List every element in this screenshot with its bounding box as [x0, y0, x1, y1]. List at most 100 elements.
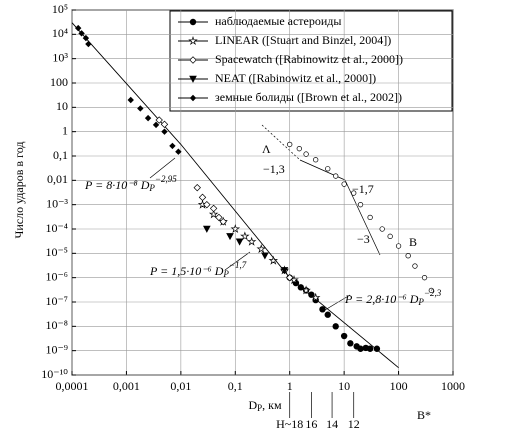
- marker-star: [188, 35, 198, 46]
- h-tick-label: 14: [326, 417, 338, 431]
- marker-open-circle: [387, 233, 393, 239]
- marker-open-diamond: [198, 193, 207, 202]
- legend-label: NEAT ([Rabinowitz et al., 2000]): [215, 71, 376, 85]
- marker-triangle: [261, 252, 269, 260]
- marker-circle: [357, 345, 364, 352]
- y-tick-label: 10⁻⁸: [45, 318, 68, 332]
- marker-open-diamond: [189, 56, 197, 64]
- marker-open-circle: [287, 141, 293, 148]
- formula: P = 1,5·10⁻⁶ DP−1,7: [149, 260, 247, 279]
- marker-circle: [189, 18, 197, 26]
- marker-open-circle: [351, 190, 357, 196]
- annotation: B*: [417, 408, 431, 422]
- leader-line: [224, 251, 251, 271]
- formula-main: P = 1,5·10⁻⁶ D: [149, 264, 224, 278]
- marker-diamond: [161, 128, 168, 135]
- formula-sub: P: [417, 297, 424, 307]
- marker-open-circle: [395, 243, 402, 249]
- legend-label: земные болиды ([Brown et al., 2002]): [215, 90, 402, 104]
- marker-open-diamond: [155, 116, 163, 124]
- annotation: −1,3: [263, 162, 285, 176]
- marker-triangle: [235, 238, 244, 246]
- marker-circle: [347, 340, 354, 347]
- y-tick-label: 10⁴: [52, 26, 68, 40]
- slope-line: [261, 124, 301, 161]
- marker-open-circle: [313, 157, 319, 163]
- y-tick-label: 10⁻⁷: [45, 294, 68, 308]
- legend-label: Spacewatch ([Rabinowitz et al., 2000]): [215, 52, 403, 66]
- marker-circle: [373, 345, 381, 352]
- y-tick-label: 10⁵: [52, 2, 68, 16]
- y-tick-label: 10⁻³: [46, 196, 68, 210]
- marker-open-circle: [333, 173, 339, 179]
- formula-main: P = 2,8·10⁻⁶ D: [344, 292, 419, 306]
- h-tick-label: 12: [348, 417, 360, 431]
- marker-open-diamond: [203, 200, 211, 209]
- y-tick-label: 10⁻⁹: [45, 342, 68, 356]
- y-axis-label: Число ударов в год: [12, 142, 26, 239]
- marker-triangle: [202, 225, 211, 233]
- marker-diamond: [189, 94, 197, 102]
- x-tick-label: 10: [338, 379, 350, 393]
- formula: P = 8·10⁻⁸ DP−2,95: [84, 174, 177, 193]
- marker-open-circle: [325, 166, 331, 172]
- x-label-main: D: [248, 398, 257, 412]
- marker-diamond: [82, 34, 90, 42]
- marker-diamond: [152, 121, 160, 129]
- legend-label: LINEAR ([Stuart and Binzel, 2004]): [215, 33, 391, 47]
- h-tick-label: H~18: [276, 417, 303, 431]
- fit-line: [71, 22, 399, 369]
- marker-triangle: [226, 233, 234, 241]
- y-tick-label: 0,01: [47, 172, 68, 186]
- marker-diamond: [144, 114, 152, 122]
- marker-open-circle: [296, 146, 302, 152]
- marker-star: [268, 255, 279, 265]
- h-tick-label: 16: [305, 417, 317, 431]
- marker-diamond: [75, 24, 82, 32]
- marker-diamond: [78, 30, 85, 37]
- marker-triangle: [189, 75, 197, 83]
- marker-open-circle: [379, 226, 385, 232]
- x-label-rest: , км: [262, 398, 282, 412]
- marker-diamond: [169, 142, 176, 150]
- marker-star: [208, 209, 219, 219]
- marker-star: [240, 231, 250, 241]
- x-tick-label: 1000: [441, 379, 465, 393]
- x-label-sub: P: [257, 403, 262, 413]
- marker-star: [230, 223, 241, 234]
- slope-line: [299, 159, 346, 181]
- y-tick-label: 1: [62, 123, 68, 137]
- y-tick-label: 10⁻⁶: [45, 269, 68, 283]
- x-tick-label: 0,1: [228, 379, 243, 393]
- marker-diamond: [137, 105, 144, 112]
- formula: P = 2,8·10⁻⁶ DP−2,3: [344, 288, 442, 307]
- formula-sup: −2,3: [424, 288, 442, 298]
- y-tick-label: 10⁻⁵: [45, 245, 68, 259]
- slope-line: [344, 179, 381, 256]
- marker-diamond: [127, 96, 134, 104]
- marker-open-diamond: [193, 183, 201, 192]
- legend-label: наблюдаемые астероиды: [215, 14, 341, 28]
- marker-open-circle: [412, 263, 418, 269]
- formula-sup: −1,7: [229, 260, 247, 270]
- x-tick-label: 0,01: [170, 379, 191, 393]
- leader-line: [149, 157, 176, 179]
- marker-star: [301, 285, 311, 295]
- marker-diamond: [175, 148, 182, 155]
- x-axis-label: DP, км: [248, 398, 282, 413]
- annotation: −3: [357, 232, 370, 246]
- marker-circle: [324, 311, 331, 318]
- marker-open-circle: [341, 181, 347, 187]
- x-tick-label: 100: [390, 379, 408, 393]
- annotation: B: [409, 235, 417, 249]
- y-tick-label: 10⁻⁴: [45, 221, 68, 235]
- marker-open-diamond: [286, 273, 294, 282]
- annotation: −1,7: [352, 182, 374, 196]
- marker-diamond: [85, 40, 92, 48]
- marker-circle: [340, 332, 348, 340]
- marker-star: [310, 292, 321, 302]
- y-tick-label: 10⁻¹⁰: [41, 367, 68, 381]
- marker-open-circle: [428, 287, 434, 294]
- y-tick-label: 10: [56, 99, 68, 113]
